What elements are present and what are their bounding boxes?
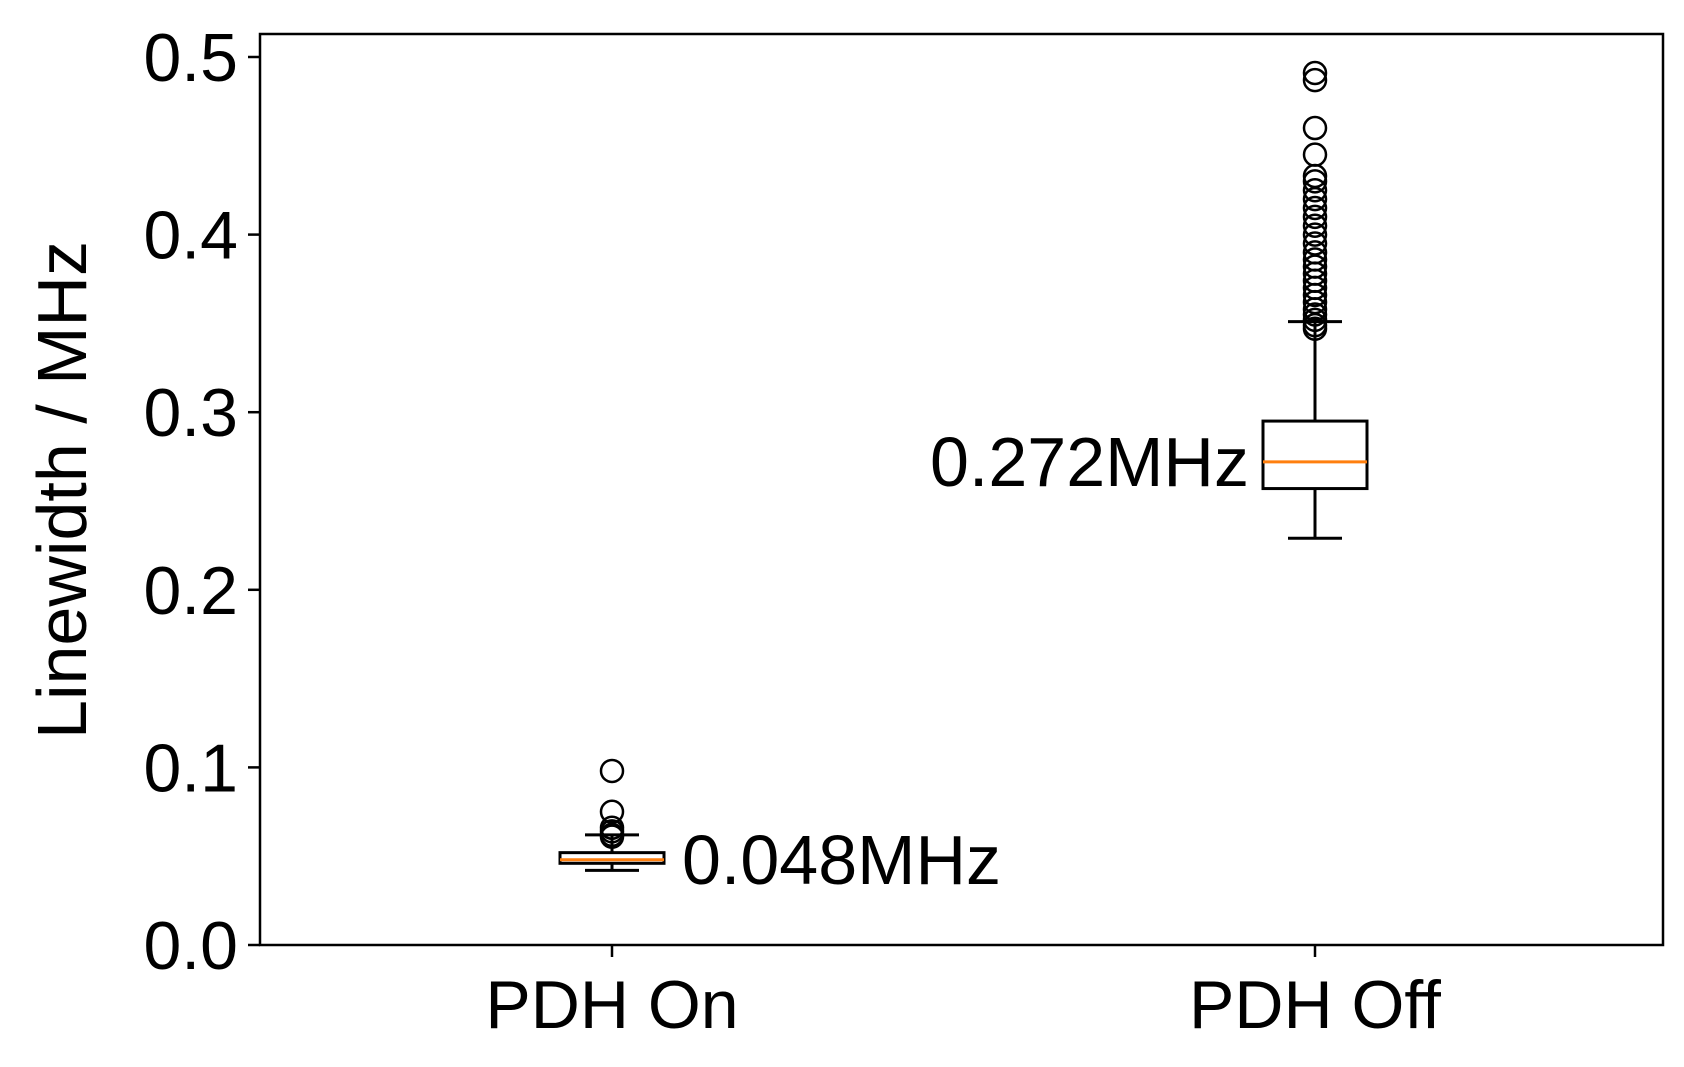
box-group: 0.048MHz	[558, 758, 1001, 899]
outlier-point	[1302, 142, 1328, 167]
iqr-box	[1261, 419, 1369, 491]
y-axis-label: Linewidth / MHz	[23, 241, 101, 739]
outlier-point	[599, 758, 625, 784]
outlier-point	[1302, 231, 1328, 256]
outlier-point	[599, 815, 625, 841]
outlier-point	[1302, 204, 1328, 230]
y-axis: 0.0 0.1 0.2 0.3 0.4 0.5	[143, 20, 260, 984]
y-tick-label: 0.0	[143, 908, 238, 984]
boxes-layer: 0.048MHz 0.272MHz	[558, 60, 1369, 899]
outlier-point	[1302, 67, 1328, 93]
x-tick-label: PDH On	[485, 967, 738, 1043]
outlier-point	[1302, 163, 1328, 189]
outlier-point	[1302, 60, 1328, 86]
outlier-point	[1302, 247, 1328, 272]
plot-frame	[258, 32, 1665, 947]
x-axis: PDH On PDH Off	[485, 945, 1441, 1043]
outlier-point	[1302, 213, 1328, 238]
outlier-point	[1302, 115, 1328, 141]
outlier-point	[1302, 195, 1328, 221]
y-tick-label: 0.5	[143, 20, 238, 96]
x-tick-label: PDH Off	[1189, 967, 1441, 1043]
median-annotation: 0.272MHz	[930, 423, 1249, 501]
median-annotation: 0.048MHz	[682, 821, 1001, 899]
y-tick-label: 0.1	[143, 730, 238, 806]
outlier-point	[599, 799, 625, 825]
box-group: 0.272MHz	[930, 60, 1369, 540]
outlier-point	[1302, 177, 1328, 203]
y-tick-label: 0.3	[143, 375, 238, 451]
iqr-box	[558, 851, 666, 865]
outlier-point	[1302, 240, 1328, 265]
outlier-point	[1302, 222, 1328, 247]
y-tick-label: 0.2	[143, 553, 238, 629]
y-tick-label: 0.4	[143, 198, 238, 274]
